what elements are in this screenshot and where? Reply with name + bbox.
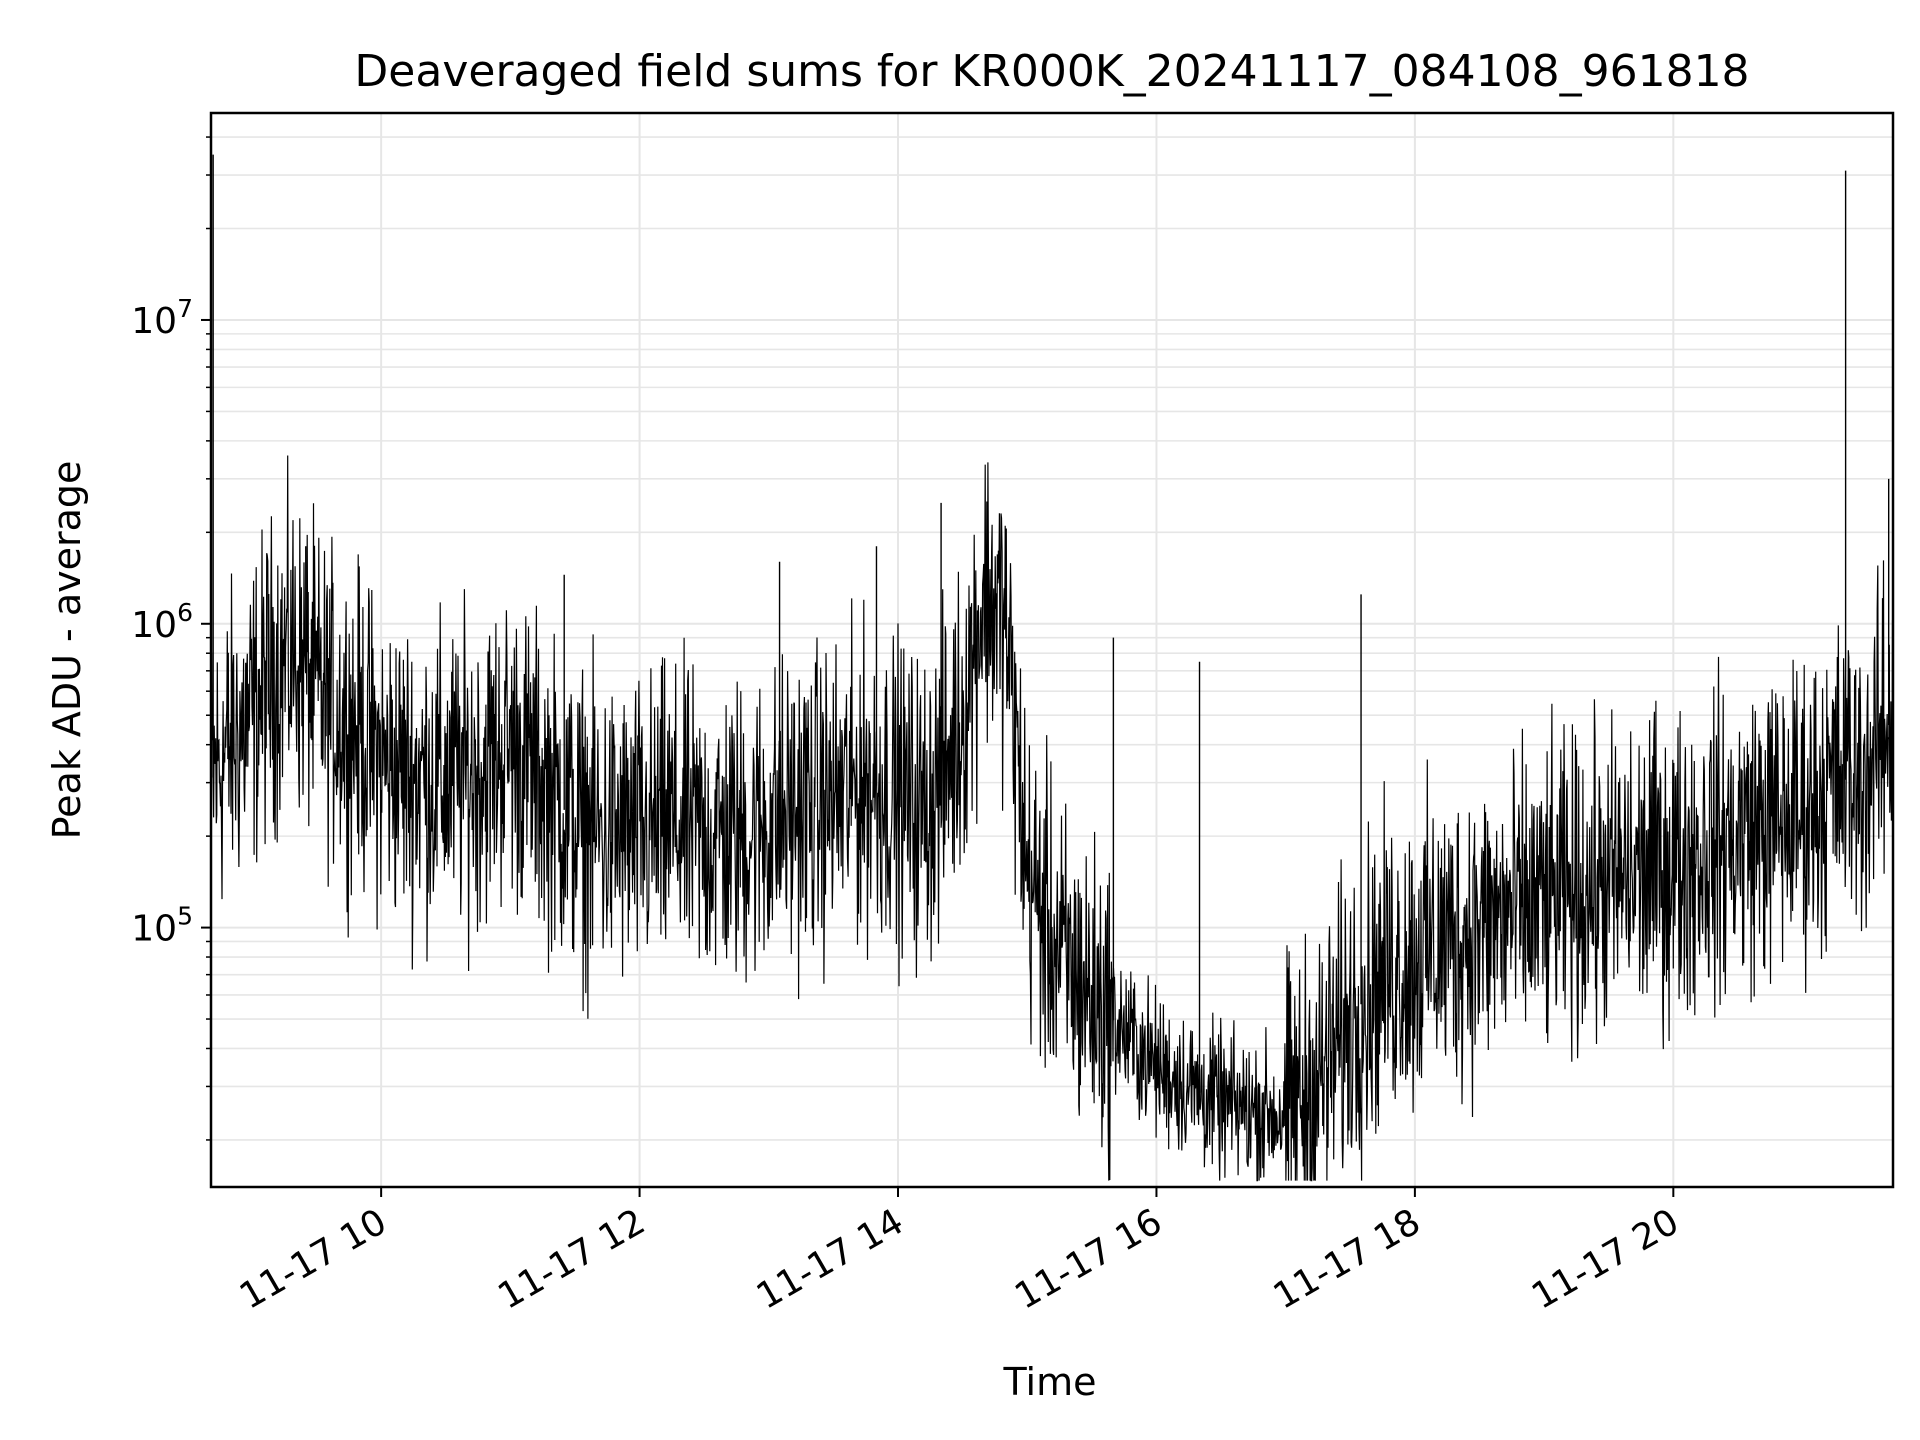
- y-tick-label: 105: [131, 902, 193, 950]
- y-ticks: 105 106 107: [131, 136, 211, 1141]
- chart-title: Deaveraged field sums for KR000K_2024111…: [354, 46, 1749, 97]
- plot-frame: [209, 111, 1895, 1189]
- y-tick-label: 107: [131, 294, 193, 342]
- y-tick-label: 106: [131, 598, 193, 646]
- series-line: [210, 455, 1894, 1182]
- series-layer: [210, 154, 1894, 1182]
- x-axis-label: Time: [1003, 1360, 1097, 1404]
- y-axis-label: Peak ADU - average: [45, 461, 89, 840]
